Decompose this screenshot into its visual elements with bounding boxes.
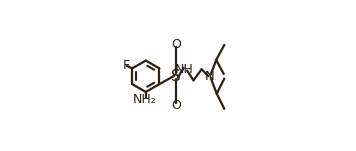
Text: NH: NH bbox=[175, 63, 194, 76]
Text: O: O bbox=[171, 99, 181, 112]
Text: S: S bbox=[171, 69, 181, 84]
Text: N: N bbox=[205, 70, 215, 83]
Text: O: O bbox=[171, 38, 181, 51]
Text: NH₂: NH₂ bbox=[133, 93, 157, 106]
Text: F: F bbox=[122, 59, 129, 72]
